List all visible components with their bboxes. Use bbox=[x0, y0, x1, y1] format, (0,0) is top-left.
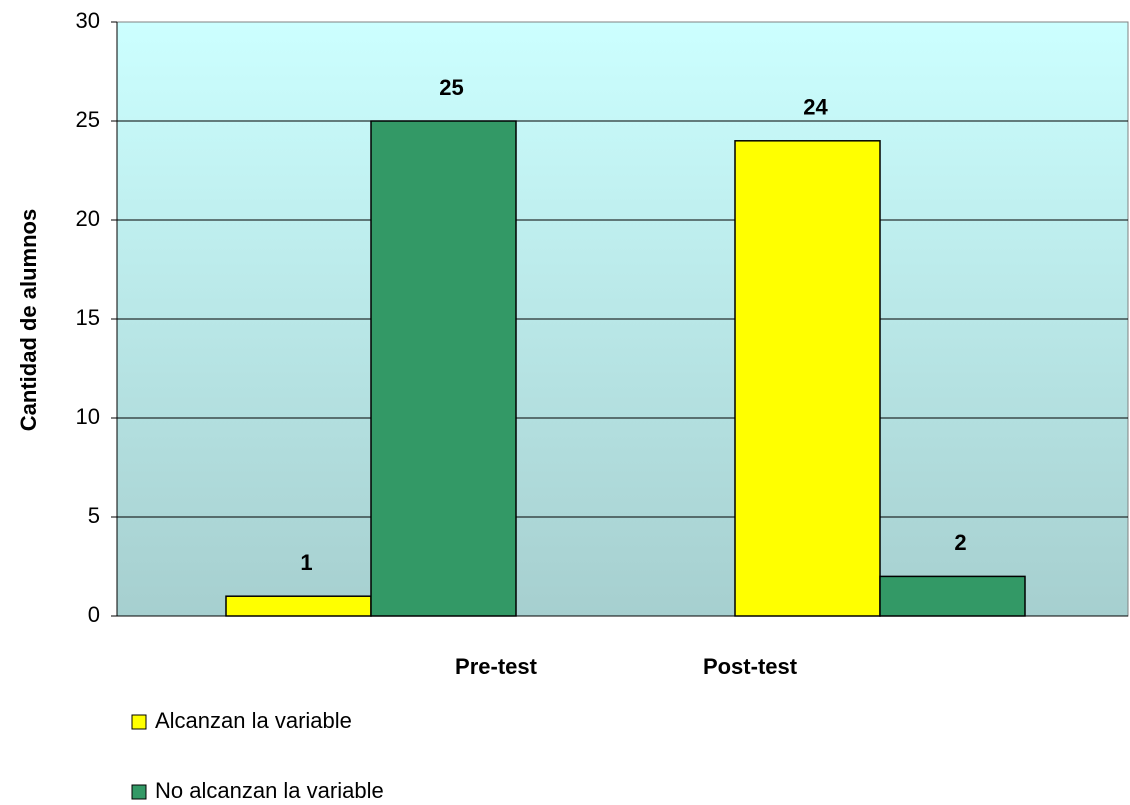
legend-swatch bbox=[131, 714, 147, 730]
y-tick-label: 25 bbox=[76, 107, 100, 132]
legend-label: Alcanzan la variable bbox=[155, 708, 352, 733]
bar bbox=[370, 120, 517, 617]
y-tick-label: 5 bbox=[88, 503, 100, 528]
y-tick-label: 15 bbox=[76, 305, 100, 330]
x-tick-label: Post-test bbox=[703, 654, 798, 679]
bar bbox=[879, 575, 1026, 617]
bar bbox=[225, 595, 372, 617]
y-tick-label: 20 bbox=[76, 206, 100, 231]
legend-label: No alcanzan la variable bbox=[155, 778, 384, 803]
y-tick-label: 30 bbox=[76, 8, 100, 33]
legend-swatch bbox=[131, 784, 147, 800]
bar bbox=[734, 140, 881, 617]
x-tick-label: Pre-test bbox=[455, 654, 538, 679]
data-label: 2 bbox=[954, 530, 966, 555]
y-tick-label: 0 bbox=[88, 602, 100, 627]
y-tick-label: 10 bbox=[76, 404, 100, 429]
data-label: 24 bbox=[803, 95, 828, 120]
y-axis-label: Cantidad de alumnos bbox=[16, 209, 41, 431]
data-label: 1 bbox=[300, 550, 312, 575]
data-label: 25 bbox=[439, 75, 463, 100]
